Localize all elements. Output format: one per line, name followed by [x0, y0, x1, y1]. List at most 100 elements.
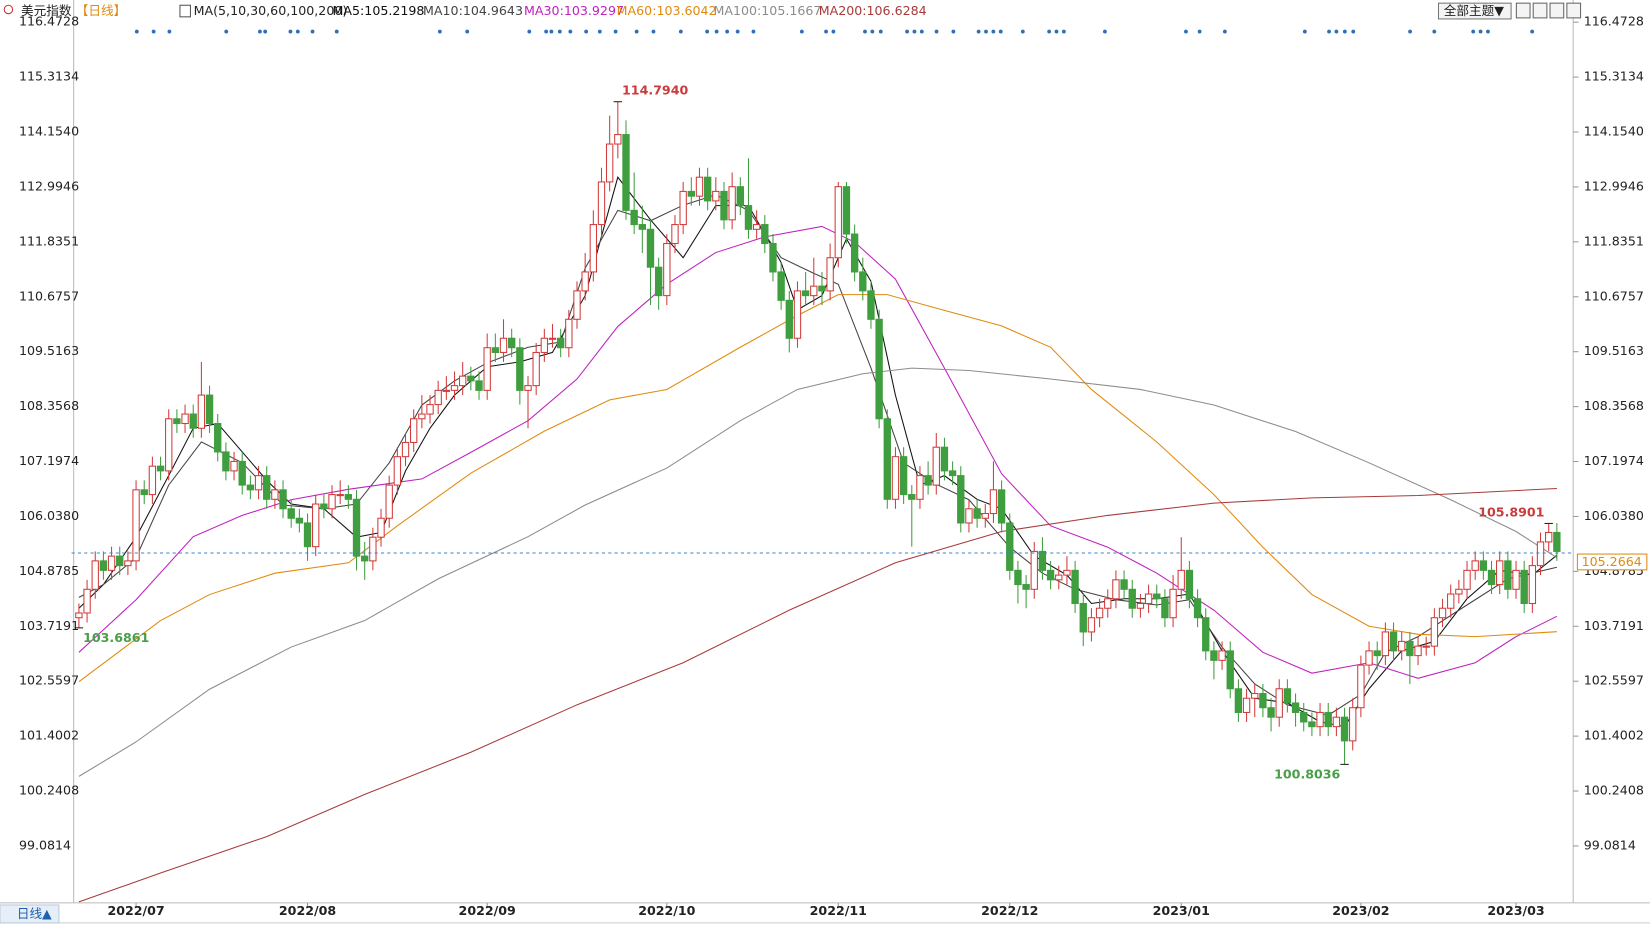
- candle-body: [165, 418, 173, 472]
- candle-body: [491, 347, 500, 353]
- candle-body: [989, 489, 998, 515]
- candle-body: [565, 318, 573, 349]
- ma-line: [78, 487, 1557, 903]
- candle-body: [1046, 569, 1055, 581]
- candle-body: [1545, 531, 1553, 543]
- candle-body: [850, 233, 859, 273]
- candle-body: [83, 588, 91, 614]
- candle-body: [1308, 721, 1316, 728]
- candle-body: [1316, 711, 1324, 728]
- tool-button[interactable]: [1532, 2, 1548, 19]
- legend-entry: MA5:105.2198: [333, 3, 425, 18]
- ma-params: MA(5,10,30,60,100,200): [194, 3, 348, 18]
- candle-body: [279, 489, 287, 510]
- candle-body: [1438, 607, 1447, 619]
- ma-icon[interactable]: [179, 4, 191, 18]
- event-dot: [991, 29, 996, 34]
- candle-body: [1038, 550, 1047, 571]
- candle-body: [214, 422, 222, 453]
- candle-body: [1487, 569, 1496, 586]
- candle-body: [589, 224, 598, 273]
- event-dot: [912, 29, 917, 34]
- extreme-label: 100.8036: [1274, 766, 1340, 781]
- y-tick-label-left: 102.5597: [19, 673, 79, 688]
- event-dot: [951, 29, 956, 34]
- event-dot: [714, 29, 719, 34]
- candle-body: [801, 290, 810, 297]
- extreme-label: 105.8901: [1478, 504, 1544, 519]
- candle-body: [540, 337, 549, 353]
- candle-body: [418, 413, 426, 420]
- candle-body: [1079, 602, 1087, 633]
- event-dot: [634, 29, 639, 34]
- tool-button[interactable]: [1549, 2, 1565, 19]
- candle-body: [1406, 640, 1414, 657]
- candle-body: [287, 508, 295, 519]
- candle-body: [826, 257, 834, 292]
- event-dot: [288, 29, 293, 34]
- candle-body: [189, 413, 197, 429]
- candle-body: [818, 285, 826, 292]
- candle-body: [132, 489, 140, 562]
- event-dot: [310, 29, 315, 34]
- event-dot: [584, 29, 589, 34]
- candle-body: [630, 209, 638, 226]
- x-tick-label: 2022/11: [810, 903, 867, 918]
- legend-entry: MA10:104.9643: [423, 3, 523, 18]
- period-label[interactable]: 【日线】: [76, 3, 126, 18]
- legend-entry: MA100:105.1667: [713, 3, 821, 18]
- candle-body: [687, 190, 695, 197]
- event-dot: [568, 29, 573, 34]
- event-dot: [334, 29, 339, 34]
- y-tick-label-right: 114.1540: [1584, 124, 1644, 139]
- y-tick-label-right: 102.5597: [1584, 673, 1644, 688]
- candle-body: [1463, 569, 1471, 590]
- event-dot: [651, 29, 656, 34]
- candle-body: [834, 186, 842, 259]
- y-tick-label-right: 99.0814: [1584, 837, 1636, 852]
- candle-body: [1259, 692, 1267, 709]
- event-dot: [705, 29, 710, 34]
- y-tick-label-right: 101.4002: [1584, 728, 1644, 743]
- event-dot: [863, 29, 867, 34]
- candle-body: [1536, 541, 1545, 567]
- candle-body: [916, 475, 924, 500]
- event-dot: [1351, 29, 1356, 34]
- tool-button[interactable]: [1515, 2, 1531, 19]
- candle-body: [1332, 716, 1341, 728]
- candle-body: [752, 224, 761, 230]
- candle-body: [450, 385, 459, 391]
- event-dot: [1334, 29, 1339, 34]
- event-dot: [998, 29, 1003, 34]
- event-dot: [134, 29, 139, 34]
- candle-body: [524, 385, 532, 391]
- event-dot: [151, 29, 156, 34]
- candle-body: [1063, 569, 1071, 576]
- candle-body: [352, 498, 361, 557]
- candle-body: [769, 242, 777, 273]
- candle-body: [883, 418, 891, 500]
- theme-button[interactable]: [1437, 2, 1512, 20]
- candle-body: [573, 290, 581, 320]
- period-tab-label[interactable]: 日线▲: [17, 906, 52, 921]
- tool-button[interactable]: [1566, 2, 1582, 19]
- y-tick-label-left: 106.0380: [19, 508, 79, 523]
- event-dot: [557, 29, 562, 34]
- event-dot: [870, 29, 875, 34]
- event-dot: [1486, 29, 1490, 34]
- candle-body: [1357, 664, 1365, 709]
- candle-body: [548, 337, 557, 340]
- candle-body: [1340, 716, 1349, 742]
- candle-body: [1447, 593, 1455, 609]
- x-tick-label: 2022/08: [279, 903, 336, 918]
- event-dot: [613, 29, 618, 34]
- y-tick-label-left: 107.1974: [19, 453, 79, 468]
- event-dot: [1408, 29, 1412, 34]
- x-tick-label: 2022/10: [638, 903, 695, 918]
- theme-button-label[interactable]: 全部主题▼: [1444, 3, 1504, 18]
- period-tab[interactable]: [0, 904, 60, 924]
- candle-body: [303, 522, 312, 548]
- candle-body: [1430, 617, 1439, 647]
